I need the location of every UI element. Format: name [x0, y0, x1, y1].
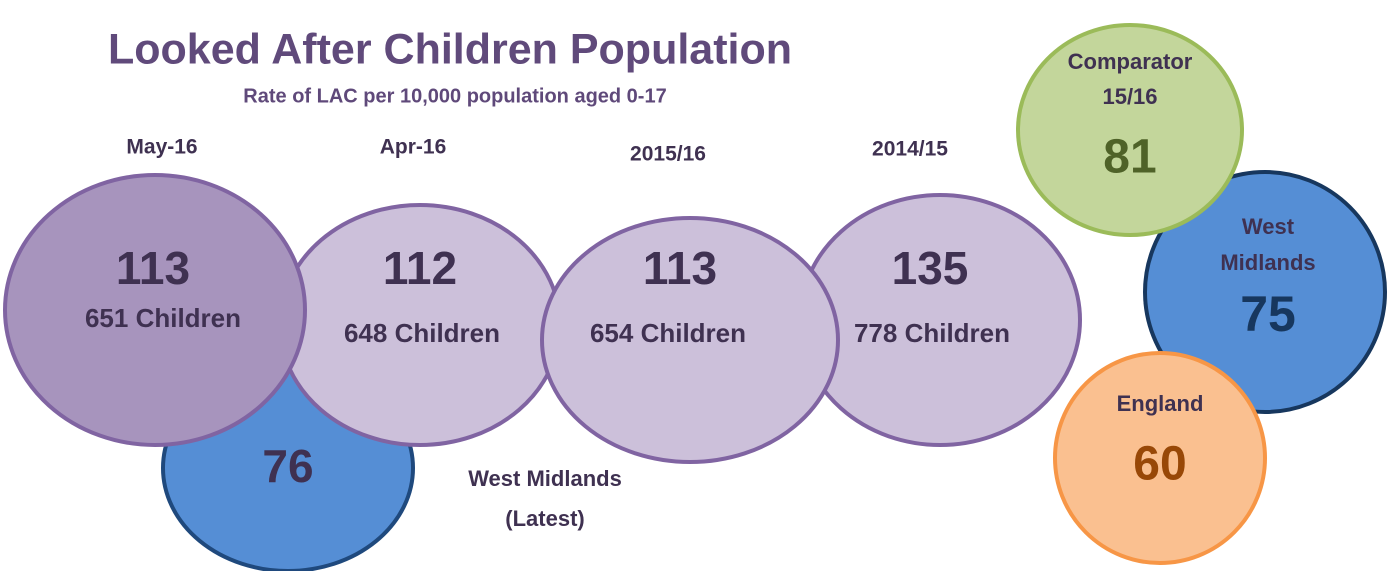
period-label: May-16: [126, 136, 197, 159]
rate: 113: [116, 242, 190, 294]
circle: [540, 216, 840, 464]
label: Midlands: [1220, 250, 1315, 275]
period-label: 2015/16: [630, 143, 706, 166]
value: 81: [1103, 131, 1156, 184]
circle: [1016, 23, 1244, 237]
value: 75: [1240, 286, 1296, 342]
circle: [1143, 170, 1387, 414]
circle: [1053, 351, 1267, 565]
title: Looked After Children Population: [108, 25, 792, 73]
label: England: [1117, 391, 1204, 416]
children: 651 Children: [85, 303, 241, 333]
label: 15/16: [1102, 84, 1157, 109]
label: West Midlands: [468, 466, 622, 491]
circle: [3, 173, 307, 447]
children: 778 Children: [854, 318, 1010, 348]
label: Comparator: [1068, 49, 1193, 74]
rate: 135: [892, 242, 969, 294]
label: (Latest): [505, 506, 584, 531]
children: 654 Children: [590, 318, 746, 348]
label: West: [1242, 214, 1295, 239]
value: 60: [1133, 438, 1186, 491]
period-label: Apr-16: [380, 136, 447, 159]
subtitle: Rate of LAC per 10,000 population aged 0…: [243, 85, 666, 107]
value: 76: [262, 440, 313, 492]
rate: 112: [383, 242, 457, 294]
period-label: 2014/15: [872, 138, 948, 161]
children: 648 Children: [344, 318, 500, 348]
rate: 113: [643, 242, 717, 294]
